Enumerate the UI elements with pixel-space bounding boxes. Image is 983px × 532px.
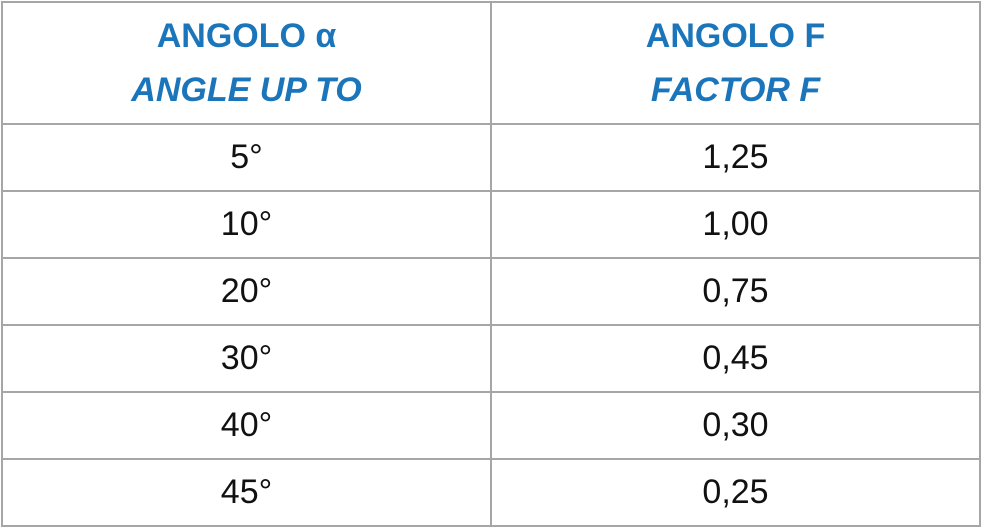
table-row: 5° 1,25: [1, 123, 981, 192]
table-row: 45° 0,25: [1, 458, 981, 527]
header-title: ANGOLO F: [645, 16, 826, 55]
table-row: 10° 1,00: [1, 190, 981, 259]
angle-cell: 5°: [1, 123, 492, 192]
table-head: ANGOLO α ANGLE UP TO ANGOLO F FACTOR F: [1, 1, 981, 125]
header-subtitle: FACTOR F: [650, 71, 821, 109]
header-cell: ANGOLO F FACTOR F: [490, 1, 981, 125]
table-body: 5° 1,25 10° 1,00 20° 0,75 30° 0,45 40° 0,30 45° 0,2…: [1, 123, 981, 527]
table-row: 20° 0,75: [1, 257, 981, 326]
factor-cell: 0,75: [490, 257, 981, 326]
factor-cell: 0,30: [490, 391, 981, 460]
angle-cell: 30°: [1, 324, 492, 393]
header-row: ANGOLO α ANGLE UP TO ANGOLO F FACTOR F: [1, 1, 981, 125]
factor-cell: 1,00: [490, 190, 981, 259]
angle-cell: 40°: [1, 391, 492, 460]
factor-cell: 1,25: [490, 123, 981, 192]
factor-cell: 0,45: [490, 324, 981, 393]
header-subtitle: ANGLE UP TO: [131, 71, 362, 109]
header-cell: ANGOLO α ANGLE UP TO: [1, 1, 492, 125]
table-row: 30° 0,45: [1, 324, 981, 393]
header-title: ANGOLO α: [156, 16, 337, 55]
table-row: 40° 0,30: [1, 391, 981, 460]
angle-cell: 10°: [1, 190, 492, 259]
angle-cell: 45°: [1, 458, 492, 527]
angle-cell: 20°: [1, 257, 492, 326]
factor-cell: 0,25: [490, 458, 981, 527]
